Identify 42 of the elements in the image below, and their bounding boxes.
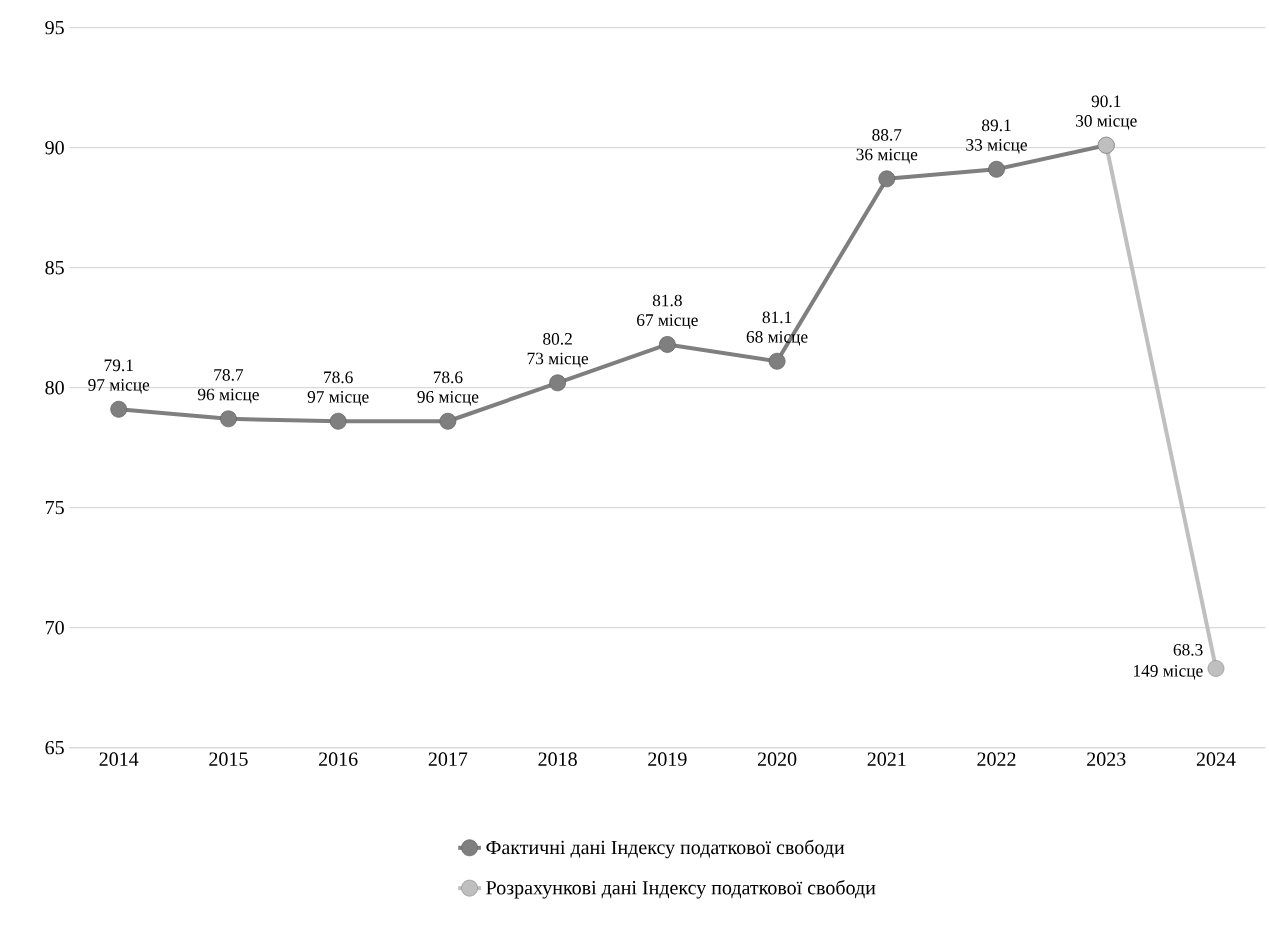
annotation: 67 місце <box>637 314 698 330</box>
data-label: 68.3 <box>1173 643 1203 656</box>
x-tick-label: 2020 <box>757 752 797 766</box>
annotation: 149 місце <box>1134 665 1203 680</box>
annotation: 97 місце <box>307 391 369 406</box>
data-label: 90.1 <box>1091 95 1121 108</box>
x-tick-label: 2014 <box>99 752 139 766</box>
annotation: 73 місце <box>527 352 589 368</box>
x-tick-label: 2018 <box>538 752 577 766</box>
annotation: 97 місце <box>88 379 150 394</box>
y-tick-label: 70 <box>45 620 64 635</box>
y-tick-label: 75 <box>45 501 64 515</box>
y-tick-label: 95 <box>45 20 64 35</box>
y-tick-label: 90 <box>45 140 64 155</box>
annotation: 96 місце <box>417 391 479 406</box>
data-label: 79.1 <box>104 359 133 372</box>
annotation: 33 місце <box>966 139 1027 154</box>
data-label: 88.7 <box>872 129 902 141</box>
x-tick-label: 2022 <box>977 752 1016 766</box>
data-label: 81.1 <box>762 311 792 324</box>
annotation: 30 місце <box>1076 115 1137 130</box>
data-label: 81.8 <box>652 294 682 307</box>
data-label: 89.1 <box>982 119 1011 132</box>
y-tick-label: 65 <box>45 740 64 755</box>
data-label: 78.6 <box>433 371 463 384</box>
data-label: 78.7 <box>214 369 244 381</box>
legend-label: Фактичні дані Індексу податкової свободи <box>486 839 845 859</box>
data-label: 80.2 <box>543 333 572 345</box>
annotation: 36 місце <box>856 148 918 164</box>
x-tick-label: 2017 <box>428 752 468 766</box>
x-tick-label: 2015 <box>209 752 248 766</box>
legend-label: Розрахункові дані Індексу податкової свободи <box>486 879 876 899</box>
x-tick-label: 2024 <box>1196 752 1236 766</box>
x-tick-label: 2019 <box>648 752 687 766</box>
annotation: 68 місце <box>746 331 808 346</box>
x-tick-label: 2016 <box>319 752 358 766</box>
x-tick-label: 2021 <box>867 752 906 766</box>
annotation: 96 місце <box>197 388 259 404</box>
x-tick-label: 2023 <box>1087 752 1126 766</box>
y-tick-label: 80 <box>45 380 64 395</box>
y-tick-label: 85 <box>45 260 64 275</box>
data-label: 78.6 <box>324 371 353 384</box>
